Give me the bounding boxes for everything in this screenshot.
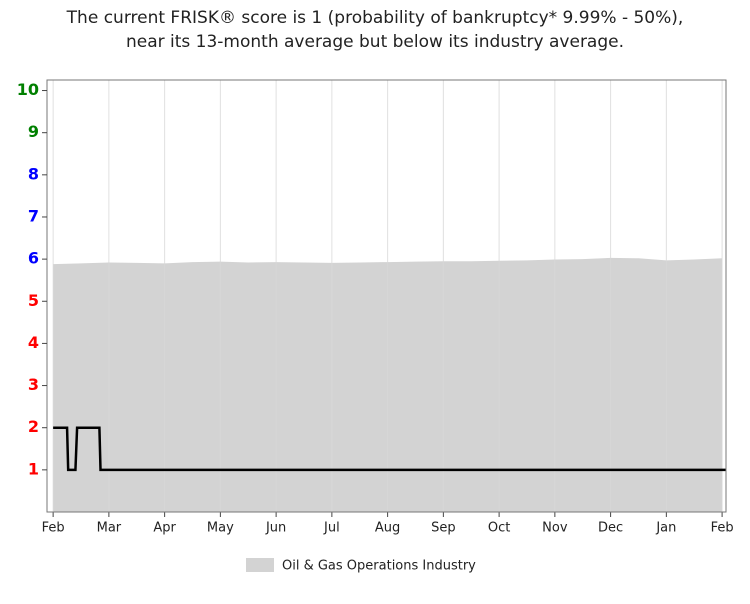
plot-frame <box>46 79 727 513</box>
y-tick-label: 7 <box>28 206 39 225</box>
y-tick-label: 10 <box>17 80 39 99</box>
y-tick-label: 2 <box>28 417 39 436</box>
x-tick-label: Oct <box>488 521 510 536</box>
x-tick-label: Sep <box>431 521 456 536</box>
x-tick-label: Nov <box>542 521 568 536</box>
y-tick-label: 1 <box>28 459 39 478</box>
y-tick-label: 5 <box>28 291 39 310</box>
legend-swatch <box>246 558 274 572</box>
x-tick-label: Feb <box>42 521 65 536</box>
legend-label: Oil & Gas Operations Industry <box>282 559 476 574</box>
chart-title: The current FRISK® score is 1 (probabili… <box>66 8 684 28</box>
chart-title: near its 13-month average but below its … <box>126 32 624 52</box>
x-tick-label: Dec <box>598 521 623 536</box>
y-tick-label: 6 <box>28 249 39 268</box>
y-tick-label: 4 <box>28 333 39 352</box>
x-tick-label: May <box>207 521 234 536</box>
x-tick-label: Mar <box>97 521 122 536</box>
x-tick-label: Jul <box>323 521 340 536</box>
x-tick-label: Jun <box>265 521 286 536</box>
x-tick-label: Aug <box>375 521 400 536</box>
score-line <box>53 426 726 472</box>
x-tick-label: Apr <box>153 521 176 536</box>
y-tick-label: 8 <box>28 164 39 183</box>
y-tick-label: 9 <box>28 122 39 141</box>
x-tick-label: Jan <box>655 521 676 536</box>
x-tick-label: Feb <box>711 521 734 536</box>
y-tick-label: 3 <box>28 375 39 394</box>
